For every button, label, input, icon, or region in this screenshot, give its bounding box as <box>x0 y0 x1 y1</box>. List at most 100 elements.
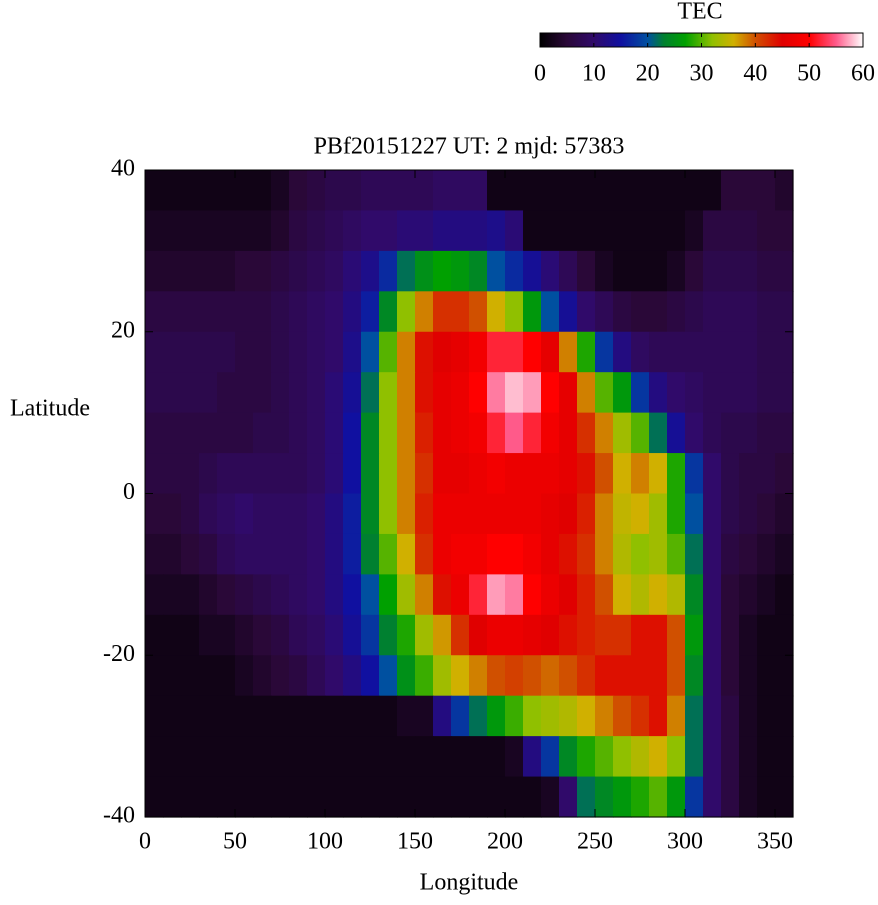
heat-cell <box>721 533 740 575</box>
heat-cell <box>271 250 290 292</box>
heat-cell <box>739 736 758 778</box>
heat-cell <box>613 291 632 333</box>
heat-cell <box>685 695 704 737</box>
heat-cell <box>541 574 560 616</box>
heat-cell <box>361 533 380 575</box>
heat-cell <box>451 170 470 212</box>
heat-cell <box>649 736 668 778</box>
heat-cell <box>469 453 488 495</box>
y-tick-label: 40 <box>111 156 135 182</box>
heat-cell <box>523 736 542 778</box>
heat-cell <box>523 574 542 616</box>
heat-cell <box>253 412 272 454</box>
heat-cell <box>397 372 416 414</box>
heat-cell <box>433 170 452 212</box>
heat-cell <box>217 533 236 575</box>
heat-cell <box>325 210 344 252</box>
heat-cell <box>433 372 452 414</box>
heat-cell <box>667 655 686 697</box>
heat-cell <box>361 655 380 697</box>
heat-cell <box>181 170 200 212</box>
heat-cell <box>217 493 236 535</box>
heat-cell <box>739 372 758 414</box>
heat-cell <box>181 695 200 737</box>
heat-cell <box>181 493 200 535</box>
heat-cell <box>325 655 344 697</box>
heat-cell <box>595 412 614 454</box>
heat-cell <box>541 736 560 778</box>
heat-cell <box>217 210 236 252</box>
heat-cell <box>451 291 470 333</box>
heat-cell <box>577 412 596 454</box>
heat-cell <box>163 250 182 292</box>
heat-cell <box>397 695 416 737</box>
heat-cell <box>559 453 578 495</box>
heat-cell <box>253 331 272 373</box>
heat-cell <box>487 372 506 414</box>
heat-cell <box>235 372 254 414</box>
heat-cell <box>469 574 488 616</box>
heat-cell <box>235 493 254 535</box>
heat-cell <box>343 614 362 656</box>
heat-cell <box>595 250 614 292</box>
heat-cell <box>487 453 506 495</box>
heat-cell <box>415 574 434 616</box>
heat-cell <box>433 250 452 292</box>
heat-cell <box>415 291 434 333</box>
heat-cell <box>667 331 686 373</box>
heat-cell <box>685 574 704 616</box>
heat-cell <box>577 533 596 575</box>
heat-cell <box>289 453 308 495</box>
heat-cell <box>721 776 740 818</box>
heat-cell <box>397 533 416 575</box>
heat-cell <box>325 331 344 373</box>
heat-cell <box>163 493 182 535</box>
heat-cell <box>595 736 614 778</box>
heat-cell <box>415 210 434 252</box>
heat-cell <box>667 574 686 616</box>
heat-cell <box>703 210 722 252</box>
heat-cell <box>217 776 236 818</box>
heat-cell <box>271 493 290 535</box>
heat-cell <box>181 412 200 454</box>
colorbar-tick-label: 10 <box>582 61 606 87</box>
heat-cell <box>325 372 344 414</box>
heat-cell <box>739 170 758 212</box>
heat-cell <box>775 736 794 778</box>
heat-cell <box>577 250 596 292</box>
heat-cell <box>613 210 632 252</box>
heat-cell <box>235 655 254 697</box>
heat-cell <box>577 170 596 212</box>
heat-cell <box>289 533 308 575</box>
heat-cell <box>217 574 236 616</box>
heat-cell <box>775 453 794 495</box>
heat-cell <box>163 210 182 252</box>
heat-cell <box>361 210 380 252</box>
heat-cell <box>739 210 758 252</box>
heat-cell <box>307 331 326 373</box>
heat-cell <box>451 493 470 535</box>
heat-cell <box>271 170 290 212</box>
heat-cell <box>361 412 380 454</box>
heat-cell <box>523 291 542 333</box>
heat-cell <box>721 210 740 252</box>
heat-cell <box>307 453 326 495</box>
heat-cell <box>253 533 272 575</box>
heat-cell <box>235 250 254 292</box>
heat-cell <box>649 250 668 292</box>
heat-cell <box>613 453 632 495</box>
y-tick-label: -20 <box>103 641 135 667</box>
heat-cell <box>397 170 416 212</box>
heat-cell <box>415 331 434 373</box>
heat-cell <box>667 736 686 778</box>
heat-cell <box>685 533 704 575</box>
heat-cell <box>739 533 758 575</box>
heat-cell <box>307 291 326 333</box>
heat-cell <box>289 331 308 373</box>
heat-cell <box>217 736 236 778</box>
heat-cell <box>145 655 164 697</box>
heat-cell <box>343 170 362 212</box>
heat-cell <box>343 533 362 575</box>
heat-cell <box>253 250 272 292</box>
